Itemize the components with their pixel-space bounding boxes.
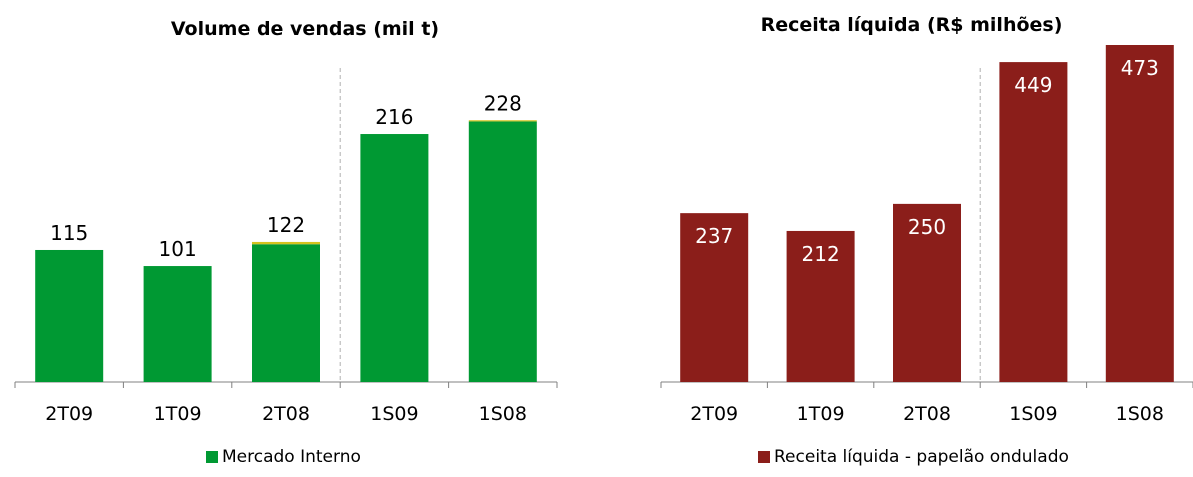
bar xyxy=(468,121,537,383)
x-tick-label: 2T09 xyxy=(45,403,93,425)
x-tick-label: 2T08 xyxy=(903,403,951,425)
data-label: 449 xyxy=(1014,73,1052,97)
chart-title: Receita líquida (R$ milhões) xyxy=(760,14,1063,36)
chart-title: Volume de vendas (mil t) xyxy=(170,18,440,40)
sales-volume-chart: Volume de vendas (mil t) 115 2T09 101 1T09 1… xyxy=(0,0,580,477)
bar xyxy=(252,241,320,245)
legend-swatch xyxy=(758,451,770,463)
legend-label: Mercado Interno xyxy=(222,447,361,467)
legend: Receita líquida - papelão ondulado xyxy=(758,447,1069,467)
data-label: 216 xyxy=(375,105,413,129)
x-tick-label: 1T09 xyxy=(797,403,845,425)
sales-volume-plot: 115 2T09 101 1T09 122 2T08 216 1S09 228 1S08 xyxy=(14,68,558,425)
data-label: 212 xyxy=(802,242,840,266)
data-label: 101 xyxy=(159,237,197,261)
bar xyxy=(35,249,104,382)
bar xyxy=(1105,45,1174,382)
net-revenue-chart: Receita líquida (R$ milhões) 237 2T09 212 1… xyxy=(600,0,1193,477)
bar xyxy=(143,266,212,382)
bar xyxy=(680,213,749,382)
data-label: 473 xyxy=(1121,56,1159,80)
net-revenue-plot: 237 2T09 212 1T09 250 2T08 449 1S09 473 1S08 xyxy=(660,45,1193,425)
x-tick-label: 2T08 xyxy=(262,403,310,425)
legend-swatch xyxy=(206,451,218,463)
data-label: 237 xyxy=(695,224,733,248)
x-tick-label: 1S08 xyxy=(1116,403,1164,425)
data-label: 228 xyxy=(484,91,522,115)
x-tick-label: 1T09 xyxy=(154,403,202,425)
bar xyxy=(999,62,1068,382)
x-tick-label: 2T09 xyxy=(690,403,738,425)
bar xyxy=(786,230,855,382)
x-tick-label: 1S09 xyxy=(370,403,418,425)
bar xyxy=(252,244,320,382)
bar xyxy=(360,134,429,382)
data-label: 122 xyxy=(267,213,305,237)
bar xyxy=(468,120,537,122)
bar xyxy=(893,203,961,382)
data-label: 115 xyxy=(50,221,88,245)
data-label: 250 xyxy=(908,215,946,239)
legend: Mercado Interno xyxy=(206,447,361,467)
legend-label: Receita líquida - papelão ondulado xyxy=(774,447,1069,467)
x-tick-label: 1S08 xyxy=(479,403,527,425)
x-tick-label: 1S09 xyxy=(1009,403,1057,425)
